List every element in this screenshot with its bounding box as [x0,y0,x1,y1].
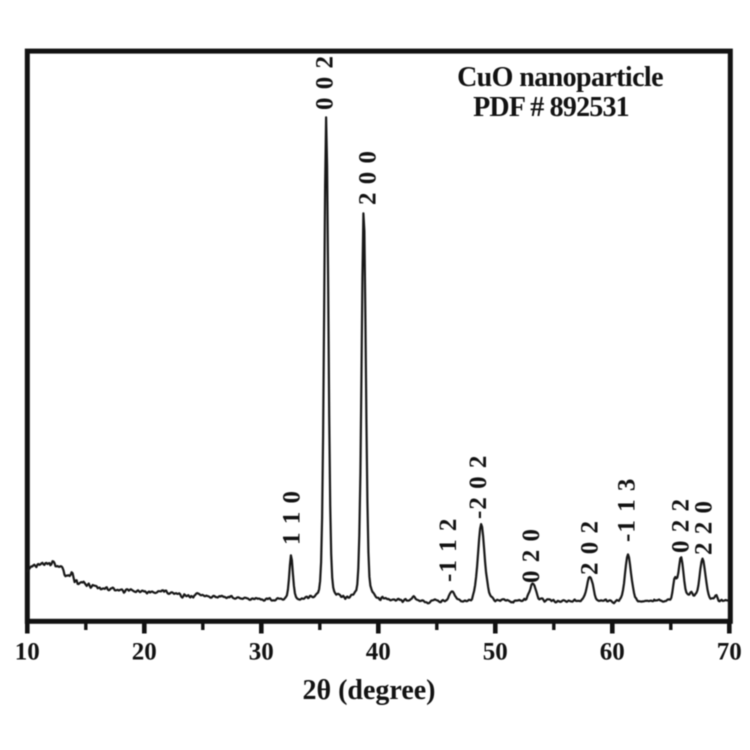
svg-text:0 0 2: 0 0 2 [312,55,339,110]
svg-text:30: 30 [249,639,274,666]
svg-text:0 2 2: 0 2 2 [667,498,694,553]
svg-text:0 2 0: 0 2 0 [518,528,545,583]
svg-text:2 0 2: 2 0 2 [576,520,603,575]
svg-text:20: 20 [132,639,157,666]
svg-text:CuO nanoparticle: CuO nanoparticle [457,62,663,93]
svg-text:2θ (degree): 2θ (degree) [302,675,435,706]
svg-text:2 2 0: 2 2 0 [690,500,717,555]
svg-text:PDF # 892531: PDF # 892531 [473,92,629,123]
svg-text:50: 50 [483,639,508,666]
svg-text:-2 0 2: -2 0 2 [465,455,492,519]
svg-text:1 1 0: 1 1 0 [278,490,305,545]
svg-text:-1 1 2: -1 1 2 [435,518,462,582]
svg-text:2 0 0: 2 0 0 [355,150,382,205]
svg-text:-1 1 3: -1 1 3 [613,478,640,542]
svg-text:60: 60 [600,639,625,666]
svg-text:70: 70 [717,639,742,666]
svg-text:10: 10 [15,639,40,666]
svg-text:40: 40 [366,639,391,666]
